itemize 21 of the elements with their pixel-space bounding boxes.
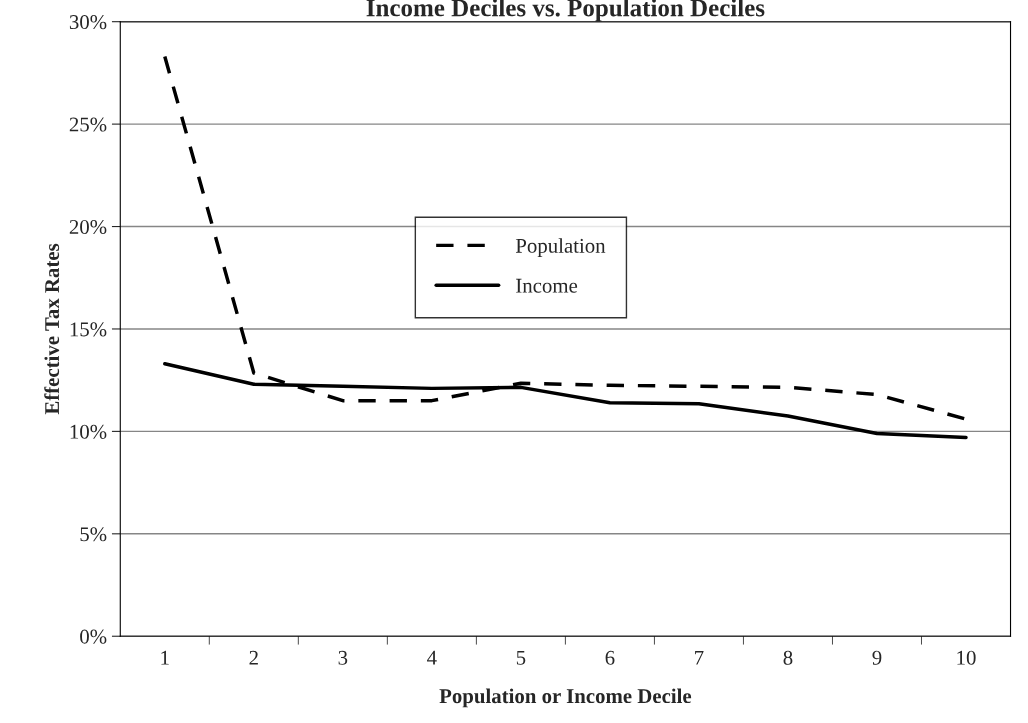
x-tick-label: 8 bbox=[783, 650, 793, 665]
y-tick-label: 15% bbox=[70, 322, 107, 337]
y-tick-label: 10% bbox=[70, 424, 107, 439]
y-tick-label: 20% bbox=[69, 219, 107, 235]
y-tick-label: 5% bbox=[80, 527, 107, 542]
x-tick-label: 9 bbox=[872, 650, 882, 665]
x-tick-label: 3 bbox=[338, 650, 348, 665]
x-tick-label: 6 bbox=[605, 650, 615, 665]
x-tick-label: 5 bbox=[516, 650, 526, 665]
x-tick-label: 4 bbox=[427, 650, 437, 665]
x-tick-label: 7 bbox=[695, 650, 704, 665]
legend-label: Population bbox=[515, 238, 606, 258]
y-axis-title: Effective Tax Rates bbox=[44, 243, 60, 415]
y-tick-label: 30% bbox=[69, 15, 107, 30]
x-tick-label: 10 bbox=[957, 650, 976, 665]
x-tick-label: 2 bbox=[249, 650, 258, 665]
y-tick-label: 0% bbox=[80, 629, 107, 644]
y-tick-label: 25% bbox=[69, 117, 107, 132]
legend-label: Income bbox=[516, 278, 578, 293]
x-axis-title: Population or Income Decile bbox=[439, 688, 692, 708]
x-tick-label: 1 bbox=[161, 650, 169, 665]
